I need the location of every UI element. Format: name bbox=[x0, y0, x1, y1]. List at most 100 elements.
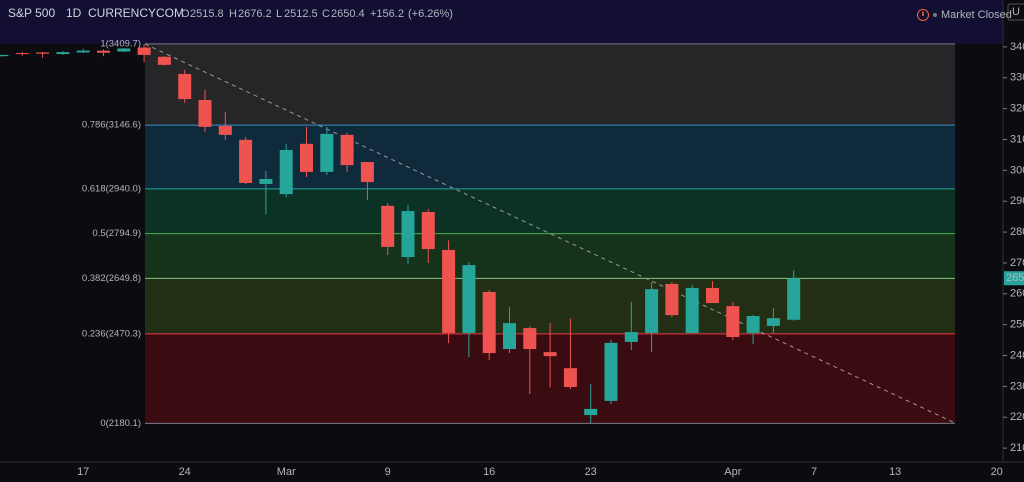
ohlc-letter: O bbox=[181, 8, 190, 20]
candle-body bbox=[279, 149, 293, 195]
x-tick-label: 9 bbox=[385, 466, 391, 478]
x-tick-label: 23 bbox=[585, 466, 597, 478]
candle-body bbox=[259, 178, 273, 184]
y-tick-label: 2300 bbox=[1010, 380, 1024, 392]
candle-body bbox=[218, 125, 232, 135]
candle-body bbox=[117, 48, 131, 52]
fib-band bbox=[145, 43, 955, 126]
candle-body bbox=[766, 318, 780, 326]
fib-label: 0.236(2470.3) bbox=[82, 328, 141, 339]
y-tick-label: 2600 bbox=[1010, 288, 1024, 300]
candle-body bbox=[706, 287, 719, 304]
fib-label: 0.5(2794.9) bbox=[92, 228, 141, 239]
candle-body bbox=[523, 328, 537, 350]
candle-body bbox=[300, 143, 313, 172]
candle-body bbox=[36, 52, 50, 54]
ohlc-value: 2515.8 bbox=[190, 8, 224, 20]
candle-body bbox=[15, 53, 29, 55]
fib-label: 0.786(3146.6) bbox=[82, 120, 141, 131]
exchange: CURRENCYCOM bbox=[88, 6, 184, 20]
status-icon-bar bbox=[922, 11, 924, 16]
top-band bbox=[0, 0, 1003, 44]
price-tag bbox=[1004, 271, 1024, 286]
fib-bands bbox=[145, 43, 955, 424]
change-pct: (+6.26%) bbox=[408, 8, 453, 20]
candle-body bbox=[604, 342, 618, 401]
candle-body bbox=[239, 139, 253, 184]
candle-body bbox=[665, 283, 679, 316]
candle-body bbox=[543, 352, 557, 357]
candle-body bbox=[157, 56, 171, 65]
y-tick-label: 3000 bbox=[1010, 164, 1024, 176]
ohlc-letter: H bbox=[229, 8, 237, 20]
candle-body bbox=[421, 212, 435, 250]
candle-body bbox=[726, 306, 740, 338]
y-tick-label: 2700 bbox=[1010, 257, 1024, 269]
candle-body bbox=[401, 211, 415, 258]
corner-button[interactable] bbox=[1007, 3, 1024, 21]
y-tick-label: 3100 bbox=[1010, 133, 1024, 145]
axis-labels: 2100 2200 2300 2400 2500 2600 2700 2800 2900 3000… bbox=[77, 41, 1024, 478]
candle-body bbox=[0, 54, 9, 57]
candle-body bbox=[97, 50, 110, 53]
y-tick-label: 2800 bbox=[1010, 226, 1024, 238]
ohlc-value: 2512.5 bbox=[284, 8, 318, 20]
price-tag-label: 2650.4 bbox=[1006, 272, 1024, 284]
candle-body bbox=[56, 52, 70, 55]
candle-body bbox=[503, 323, 516, 350]
x-tick-label: Mar bbox=[277, 466, 296, 478]
candle-body bbox=[360, 162, 374, 183]
ohlc-letter: L bbox=[276, 8, 282, 20]
candle-body bbox=[178, 74, 192, 100]
candle-body bbox=[462, 265, 476, 333]
x-tick-label: 13 bbox=[889, 466, 901, 478]
y-tick-label: 2100 bbox=[1010, 442, 1024, 454]
x-tick-label: 17 bbox=[77, 466, 89, 478]
axis: 1(3409.7) 0.786(3146.6) 0.618(2940.0) 0.5(2… bbox=[82, 38, 955, 429]
y-tick-label: 2900 bbox=[1010, 195, 1024, 207]
ohlc-value: 2676.2 bbox=[238, 8, 272, 20]
y-tick-label: 2400 bbox=[1010, 349, 1024, 361]
candle-body bbox=[320, 133, 334, 172]
corner-label[interactable]: U bbox=[1012, 6, 1020, 18]
interval: 1D bbox=[66, 6, 82, 20]
ohlc-value: 2650.4 bbox=[331, 8, 365, 20]
candle-body bbox=[442, 249, 456, 333]
candle-body bbox=[198, 99, 212, 127]
candle-body bbox=[685, 287, 699, 333]
candle-body bbox=[624, 332, 638, 342]
candle-body bbox=[746, 316, 760, 333]
y-tick-label: 2500 bbox=[1010, 319, 1024, 331]
candle-body bbox=[584, 408, 598, 416]
ohlc-letter: C bbox=[322, 8, 330, 20]
fib-label: 1(3409.7) bbox=[100, 38, 141, 49]
candle-body bbox=[482, 291, 496, 354]
candles bbox=[0, 43, 801, 424]
x-tick-label: 20 bbox=[991, 466, 1003, 478]
x-tick-label: 24 bbox=[179, 466, 191, 478]
price-axis bbox=[1003, 0, 1024, 482]
x-tick-label: 16 bbox=[483, 466, 495, 478]
x-tick-label: 7 bbox=[811, 466, 817, 478]
fib-label: 0(2180.1) bbox=[100, 418, 141, 429]
header: S&P 500 1D CURRENCYCOM O 2515.8 H 2676.2… bbox=[8, 3, 1024, 21]
time-axis bbox=[0, 462, 1024, 482]
trend-line bbox=[144, 43, 956, 424]
change: +156.2 bbox=[370, 8, 404, 20]
y-tick-label: 3300 bbox=[1010, 72, 1024, 84]
fib-band bbox=[145, 233, 955, 279]
fib-band bbox=[145, 188, 955, 234]
status-dot bbox=[933, 13, 937, 17]
candle-body bbox=[787, 278, 801, 320]
candle-body bbox=[76, 50, 90, 53]
candle-body bbox=[137, 47, 151, 55]
candle-body bbox=[563, 368, 577, 388]
y-tick-label: 2200 bbox=[1010, 411, 1024, 423]
y-tick-label: 3200 bbox=[1010, 103, 1024, 115]
y-tick-label: 3400 bbox=[1010, 41, 1024, 53]
x-tick-label: Apr bbox=[724, 466, 741, 478]
candle-body bbox=[645, 289, 659, 333]
market-status: Market Closed bbox=[941, 9, 1012, 21]
